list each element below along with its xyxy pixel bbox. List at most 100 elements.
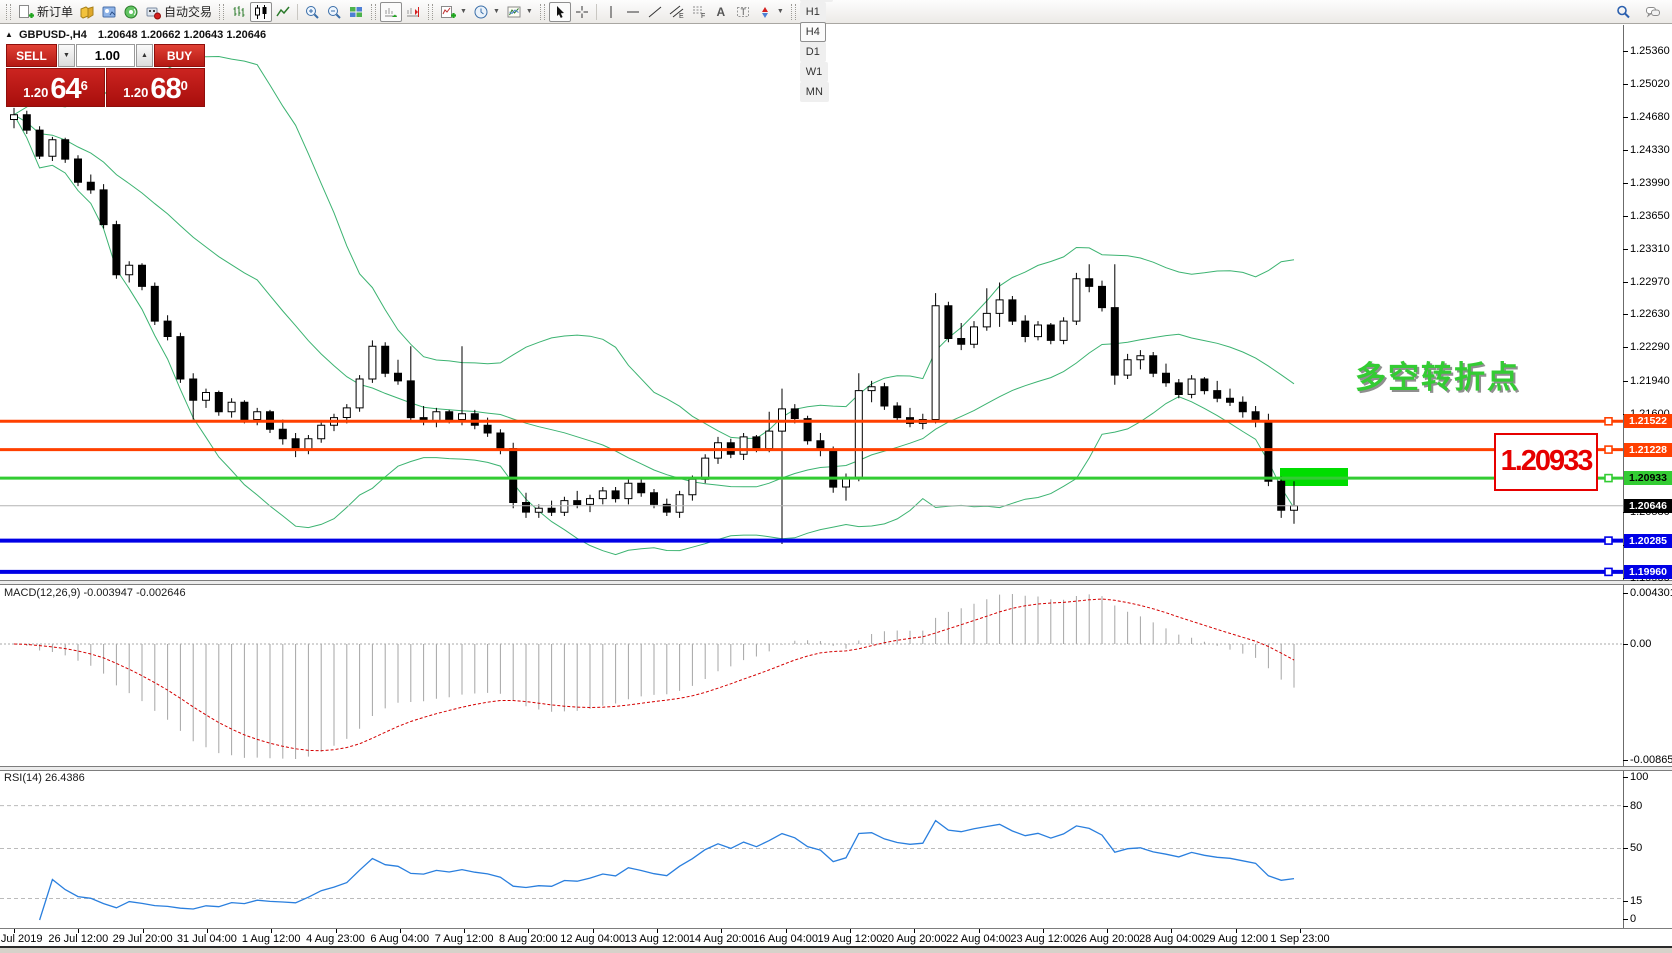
symbol-period-label: GBPUSD-,H4: [18, 29, 87, 41]
periods-button[interactable]: ▼: [470, 2, 503, 22]
auto-scroll-icon: [383, 4, 399, 20]
templates-icon: [506, 4, 522, 20]
tile-windows-button[interactable]: [345, 2, 367, 22]
new-order-button[interactable]: 新订单: [15, 2, 76, 22]
time-tick: [14, 929, 15, 933]
sell-price-display[interactable]: 1.20 64 6: [6, 68, 105, 107]
time-label: 1 Sep 23:00: [1270, 933, 1330, 945]
market-watch-button[interactable]: [76, 2, 98, 22]
toolbar-grip[interactable]: [428, 3, 434, 20]
toolbar-grip[interactable]: [219, 3, 225, 20]
crosshair-button[interactable]: [571, 2, 593, 22]
chat-button[interactable]: [1642, 2, 1664, 22]
arrows-icon: [757, 4, 773, 20]
macd-label: MACD(12,26,9) -0.003947 -0.002646: [4, 587, 186, 599]
toolbar-grip[interactable]: [371, 3, 377, 20]
price-tick-label: 1.23990: [1630, 177, 1670, 189]
time-label: 20 Aug 20:00: [881, 933, 947, 945]
horizontal-line-button[interactable]: [622, 2, 644, 22]
search-icon: [1615, 4, 1631, 20]
toolbar-grip[interactable]: [6, 3, 11, 20]
time-tick: [1107, 929, 1109, 933]
line-chart-button[interactable]: [272, 2, 294, 22]
zoom-in-button[interactable]: [301, 2, 323, 22]
auto-trading-button[interactable]: 自动交易: [142, 2, 215, 22]
time-tick: [206, 929, 208, 933]
axis-tick: [1623, 282, 1628, 283]
toolbar-grip[interactable]: [790, 3, 796, 20]
rsi-label: RSI(14) 26.4386: [4, 772, 85, 784]
bar-chart-button[interactable]: [228, 2, 250, 22]
buy-price-display[interactable]: 1.20 68 0: [106, 68, 205, 107]
price-tick-label: 1.21940: [1630, 375, 1670, 387]
periods-icon: [473, 4, 489, 20]
auto-scroll-button[interactable]: [380, 1, 403, 22]
line-anchor-marker[interactable]: [1604, 536, 1613, 545]
time-tick: [849, 929, 851, 933]
timeframe-m30-button[interactable]: M30: [799, 0, 834, 2]
buy-button[interactable]: BUY: [154, 44, 205, 67]
time-tick: [721, 929, 723, 933]
sell-price-prefix: 1.20: [23, 85, 49, 100]
sell-button[interactable]: SELL: [6, 44, 57, 67]
rsi-panel[interactable]: [0, 769, 1672, 928]
fibonacci-icon: F: [691, 4, 707, 20]
text-label-tool-button[interactable]: T: [732, 2, 754, 22]
level-price-label: 1.20933: [1624, 471, 1672, 486]
volume-increase-button[interactable]: ▲: [136, 44, 153, 67]
timeframe-d1-button[interactable]: D1: [799, 41, 826, 62]
macd-signal-line: [13, 598, 1295, 752]
rsi-axis-label: 0: [1630, 913, 1637, 925]
time-label: 25 Jul 2019: [0, 933, 43, 945]
timeframe-mn-button[interactable]: MN: [799, 81, 829, 102]
macd-panel[interactable]: [0, 583, 1672, 766]
panel-splitter[interactable]: [0, 580, 1672, 585]
timeframe-w1-button[interactable]: W1: [799, 61, 829, 82]
zoom-out-icon: [326, 4, 342, 20]
zoom-out-button[interactable]: [323, 2, 345, 22]
axis-tick: [1623, 777, 1628, 778]
templates-button[interactable]: ▼: [503, 2, 536, 22]
indicators-icon: [440, 4, 457, 20]
line-anchor-marker[interactable]: [1604, 445, 1613, 454]
signals-button[interactable]: [120, 2, 142, 22]
axis-tick: [1623, 314, 1628, 315]
line-anchor-marker[interactable]: [1604, 473, 1613, 483]
timeframe-h1-button[interactable]: H1: [799, 1, 826, 22]
toolbar-grip[interactable]: [539, 3, 545, 20]
buy-price-prefix: 1.20: [123, 85, 149, 100]
turning-point-annotation[interactable]: 多空转折点: [1355, 360, 1520, 395]
timeframe-h4-button[interactable]: H4: [799, 21, 826, 42]
cursor-button[interactable]: [548, 1, 571, 22]
price-tick-label: 1.23650: [1630, 210, 1670, 222]
axis-tick: [1623, 919, 1628, 920]
fibonacci-button[interactable]: F: [688, 2, 710, 22]
spin-down-icon: ▼: [63, 52, 70, 59]
candlestick-chart-button[interactable]: [250, 1, 273, 22]
indicators-button[interactable]: ▼: [437, 2, 470, 22]
equidistant-channel-button[interactable]: E: [666, 2, 688, 22]
arrows-tool-button[interactable]: ▼: [754, 2, 787, 22]
volume-input[interactable]: 1.00: [76, 44, 135, 67]
line-anchor-marker[interactable]: [1604, 567, 1613, 577]
axis-tick: [1623, 806, 1628, 807]
search-button[interactable]: [1612, 2, 1634, 22]
volume-decrease-button[interactable]: ▼: [58, 44, 75, 67]
price-callout-box[interactable]: 1.20933: [1494, 433, 1598, 491]
time-label: 29 Jul 20:00: [112, 933, 173, 945]
strategy-tester-button[interactable]: [98, 2, 120, 22]
text-tool-button[interactable]: A: [710, 2, 732, 22]
vertical-line-button[interactable]: [600, 2, 622, 22]
dropdown-arrow-icon: ▼: [492, 8, 500, 15]
timeframe-group: M1M5M15M30H1H4D1W1MN: [799, 0, 834, 102]
chat-icon: [1645, 4, 1661, 20]
trendline-button[interactable]: [644, 2, 666, 22]
time-tick: [1300, 929, 1301, 933]
bollinger-middle-band: [13, 114, 1295, 488]
chart-shift-button[interactable]: [402, 2, 424, 22]
main-chart[interactable]: [0, 25, 1672, 581]
panel-splitter[interactable]: [0, 766, 1672, 771]
line-anchor-marker[interactable]: [1604, 416, 1613, 426]
